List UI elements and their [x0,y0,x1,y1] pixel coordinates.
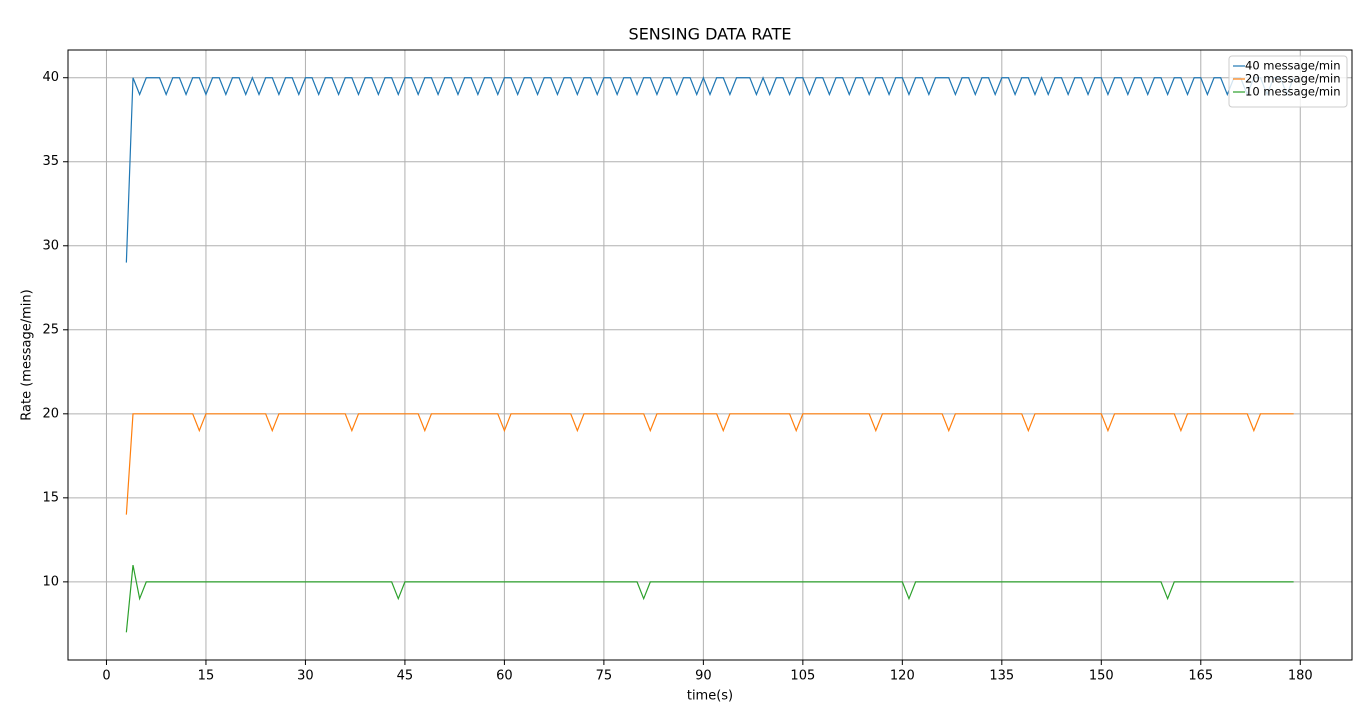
x-tick-label: 45 [397,669,414,684]
legend-label: 40 message/min [1245,59,1341,73]
y-axis-label: Rate (message/min) [20,289,35,420]
chart-title: SENSING DATA RATE [629,25,792,44]
x-tick-label: 120 [890,669,915,684]
y-tick-label: 40 [42,70,59,85]
y-tick-label: 25 [42,322,59,337]
x-tick-label: 30 [297,669,314,684]
x-tick-label: 90 [695,669,712,684]
y-tick-label: 35 [42,154,59,169]
x-tick-label: 75 [596,669,613,684]
x-tick-label: 105 [790,669,815,684]
series-line [125,76,1295,263]
y-tick-label: 10 [42,574,59,589]
series-line [125,413,1294,515]
x-tick-label: 15 [198,669,215,684]
x-tick-label: 60 [496,669,513,684]
legend-label: 10 message/min [1245,85,1341,99]
x-tick-label: 165 [1188,669,1213,684]
x-tick-label: 150 [1089,669,1114,684]
y-tick-label: 20 [42,406,59,421]
x-axis-label: time(s) [687,689,733,704]
x-tick-label: 135 [989,669,1014,684]
plot-frame [67,49,1353,661]
series-line [125,564,1294,633]
legend-box [1228,55,1348,108]
x-tick-label: 180 [1288,669,1313,684]
y-tick-label: 15 [42,490,59,505]
y-tick-label: 30 [42,238,59,253]
x-tick-label: 0 [102,669,110,684]
legend-label: 20 message/min [1245,72,1341,86]
